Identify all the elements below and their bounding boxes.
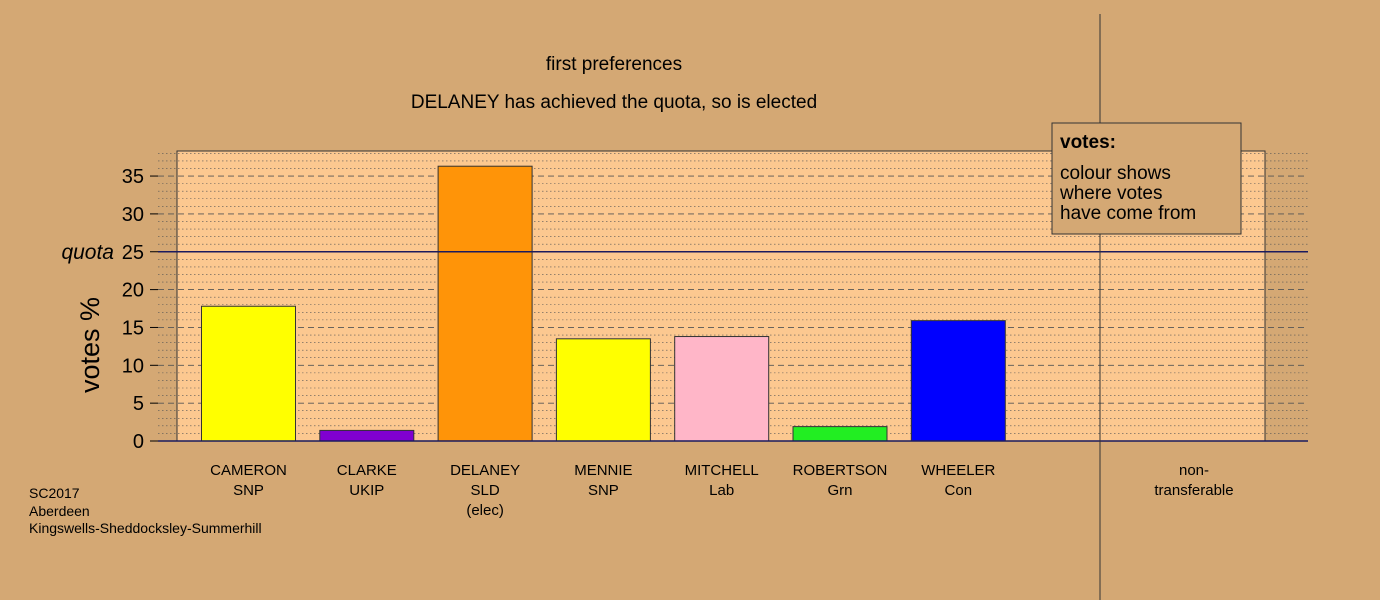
x-axis-labels: CAMERON SNP CLARKE UKIP DELANEY SLD (elec) MENN…: [210, 462, 995, 519]
x-label-delaney-2: (elec): [466, 502, 504, 519]
y-tick-label: 30: [122, 204, 144, 226]
legend-line2: where votes: [1059, 183, 1162, 204]
x-label-delaney-0: DELANEY: [450, 462, 520, 479]
bar-mennie: [555, 338, 651, 442]
y-axis-label: votes %: [75, 297, 105, 393]
footer-ward: Kingswells-Sheddocksley-Summerhill: [29, 520, 262, 536]
y-tick-label: 10: [122, 355, 144, 377]
x-label-wheeler-1: Con: [945, 482, 973, 499]
bars-group: [201, 165, 1006, 442]
x-label-delaney-1: SLD: [471, 482, 500, 499]
bar-delaney: [437, 165, 533, 442]
x-label-wheeler-0: WHEELER: [921, 462, 995, 479]
y-tick-label: 0: [133, 431, 144, 453]
footer-election: SC2017: [29, 485, 80, 501]
x-label-robertson-1: Grn: [827, 482, 852, 499]
x-label-clarke-1: UKIP: [349, 482, 384, 499]
x-label-robertson-0: ROBERTSON: [793, 462, 888, 479]
non-transferable-label-line2: transferable: [1154, 482, 1233, 499]
bar-clarke: [319, 429, 415, 442]
x-label-mennie-0: MENNIE: [574, 462, 632, 479]
quota-label: quota: [61, 241, 114, 264]
bar-mitchell: [674, 336, 770, 442]
footer-council: Aberdeen: [29, 503, 90, 519]
y-tick-label: 20: [122, 280, 144, 302]
bar-cameron: [201, 305, 296, 442]
y-tick-label: 35: [122, 166, 144, 188]
non-transferable-label-line1: non-: [1179, 462, 1209, 479]
legend-box: [1051, 122, 1242, 235]
x-label-cameron-0: CAMERON: [210, 462, 287, 479]
x-label-mennie-1: SNP: [588, 482, 619, 499]
legend-line3: have come from: [1060, 203, 1196, 224]
y-tick-label: 25: [122, 242, 144, 264]
x-label-cameron-1: SNP: [233, 482, 264, 499]
chart-title: first preferences: [546, 54, 682, 75]
bar-wheeler: [910, 320, 1006, 442]
legend-title: votes:: [1060, 132, 1116, 153]
y-tick-label: 15: [122, 317, 144, 339]
x-label-mitchell-1: Lab: [709, 482, 734, 499]
chart-subtitle: DELANEY has achieved the quota, so is el…: [411, 92, 817, 113]
x-label-clarke-0: CLARKE: [337, 462, 397, 479]
legend: votes: colour shows where votes have com…: [1051, 122, 1242, 235]
bar-robertson: [792, 426, 888, 442]
x-label-mitchell-0: MITCHELL: [685, 462, 759, 479]
legend-line1: colour shows: [1060, 163, 1171, 184]
y-axis-ticks: 0 5 10 15 20 25 30 35: [122, 166, 158, 453]
y-tick-label: 5: [133, 393, 144, 415]
